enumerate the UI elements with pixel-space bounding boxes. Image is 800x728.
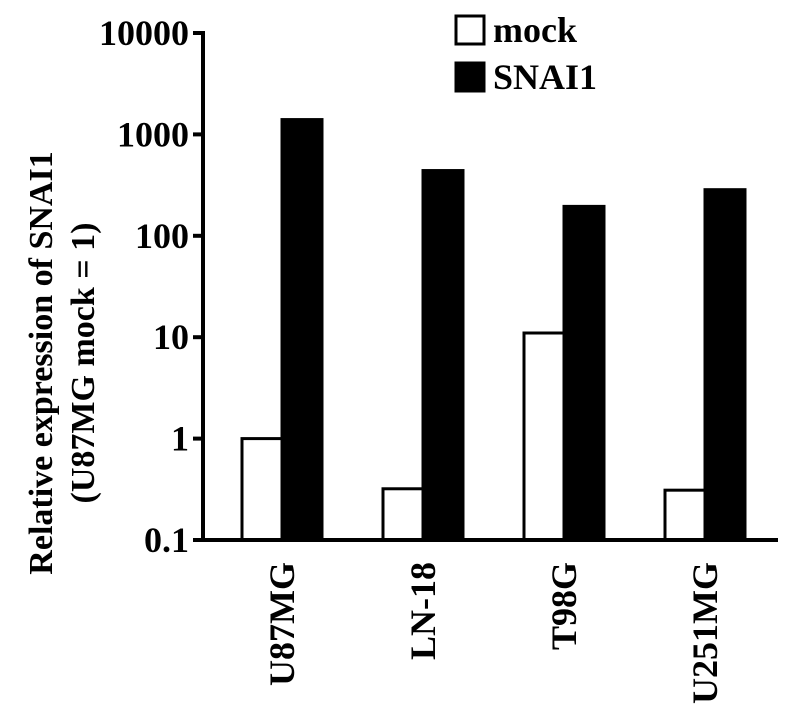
bar-mock-u251mg [663,488,707,542]
bar-mock-t98g [522,331,566,542]
bar-snai1-ln-18 [421,169,465,542]
y-tick-label: 10000 [99,13,189,53]
y-axis-label-line-2: (U87MG mock = 1) [65,223,102,504]
y-tick-label: 1000 [117,114,189,154]
legend-label-snai1: SNAI1 [493,57,597,97]
y-tick-label: 1 [171,419,189,459]
y-tick-label: 100 [135,216,189,256]
y-tick-label: 10 [153,317,189,357]
x-tick-label: U87MG [262,562,302,686]
x-tick-label: T98G [544,562,584,650]
bar-snai1-u251mg [703,188,747,542]
y-axis-label: Relative expression of SNAI1 (U87MG mock… [23,151,102,574]
bar-snai1-t98g [562,204,606,542]
bars [240,118,747,542]
bar-snai1-u87mg [280,118,324,542]
bar-mock-ln-18 [381,487,425,542]
y-axis-label-line-1: Relative expression of SNAI1 [23,151,60,574]
legend-label-mock: mock [493,10,577,50]
legend-swatch-snai1 [454,61,486,93]
legend: mock SNAI1 [454,10,597,97]
x-tick-label: LN-18 [403,562,443,660]
legend-swatch-mock [454,14,486,46]
y-tick-label: 0.1 [144,520,189,560]
x-tick-label: U251MG [685,562,725,704]
bar-mock-u87mg [240,437,284,542]
axes: 0.1 1 10 100 1000 10000 U87MG LN-18 T98G U251MG [99,13,778,704]
